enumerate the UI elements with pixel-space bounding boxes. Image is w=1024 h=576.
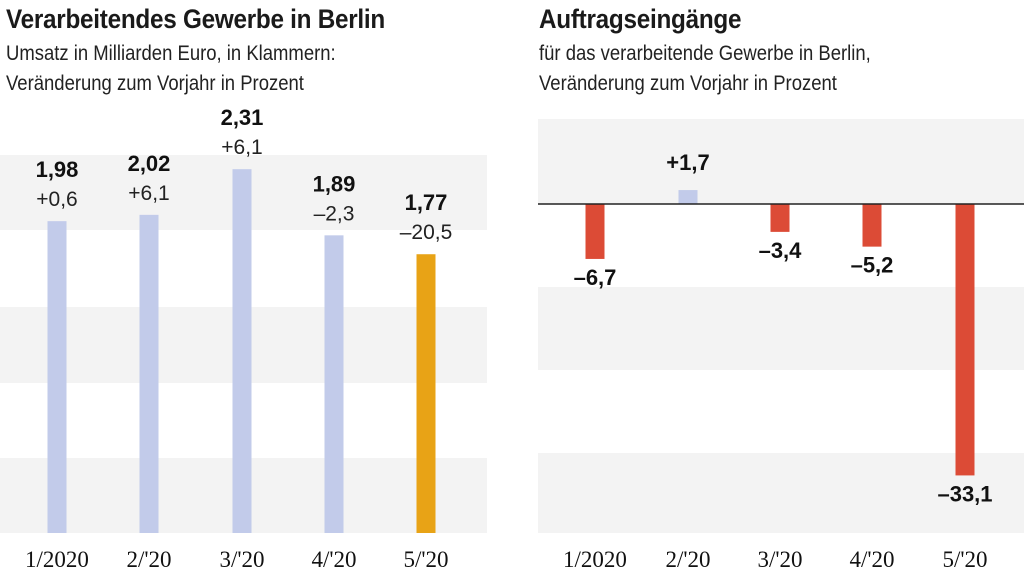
left-x-tick-1: 1/2020 (25, 547, 89, 572)
right-value-label-5: –33,1 (937, 481, 992, 506)
right-grid-band (538, 287, 1024, 370)
left-change-label-5: –20,5 (400, 221, 453, 244)
right-bar-3 (770, 204, 790, 232)
right-x-tick-2: 2/'20 (665, 547, 710, 572)
right-grid-band (538, 119, 1024, 204)
left-x-tick-3: 3/'20 (219, 547, 264, 572)
right-value-label-1: –6,7 (574, 265, 617, 290)
left-change-label-3: +6,1 (221, 136, 262, 159)
left-value-label-3: 2,31 (221, 105, 264, 130)
left-value-label-4: 1,89 (313, 171, 356, 196)
left-x-tick-2: 2/'20 (126, 547, 171, 572)
left-bar-3 (232, 169, 252, 534)
right-x-tick-3: 3/'20 (757, 547, 802, 572)
right-bar-4 (862, 204, 882, 247)
left-bar-5 (416, 254, 436, 533)
right-chart-subtitle-line1: für das verarbeitende Gewerbe in Berlin, (539, 42, 871, 65)
left-x-tick-5: 5/'20 (403, 547, 448, 572)
left-chart-subtitle-line2: Veränderung zum Vorjahr in Prozent (6, 72, 304, 95)
left-x-tick-4: 4/'20 (311, 547, 356, 572)
right-grid-band (538, 453, 1024, 533)
right-x-tick-4: 4/'20 (849, 547, 894, 572)
left-change-label-4: –2,3 (314, 202, 355, 225)
left-bar-2 (139, 214, 159, 533)
left-change-label-1: +0,6 (36, 188, 77, 211)
right-value-label-2: +1,7 (666, 150, 709, 175)
left-value-label-5: 1,77 (405, 190, 448, 215)
left-bar-1 (47, 221, 67, 533)
right-chart-subtitle-line2: Veränderung zum Vorjahr in Prozent (539, 72, 837, 95)
right-bar-1 (585, 204, 605, 259)
right-chart-title: Auftragseingänge (539, 4, 742, 34)
right-value-label-4: –5,2 (851, 253, 894, 278)
left-chart-title: Verarbeitendes Gewerbe in Berlin (6, 4, 385, 34)
left-value-label-1: 1,98 (36, 157, 79, 182)
left-bar-4 (324, 235, 344, 533)
right-bar-2 (678, 190, 698, 204)
right-bar-5 (955, 204, 975, 476)
right-x-tick-5: 5/'20 (942, 547, 987, 572)
right-value-label-3: –3,4 (759, 238, 803, 263)
left-change-label-2: +6,1 (128, 182, 169, 205)
right-x-tick-1: 1/2020 (563, 547, 627, 572)
left-chart-subtitle-line1: Umsatz in Milliarden Euro, in Klammern: (6, 42, 336, 65)
left-value-label-2: 2,02 (128, 151, 171, 176)
